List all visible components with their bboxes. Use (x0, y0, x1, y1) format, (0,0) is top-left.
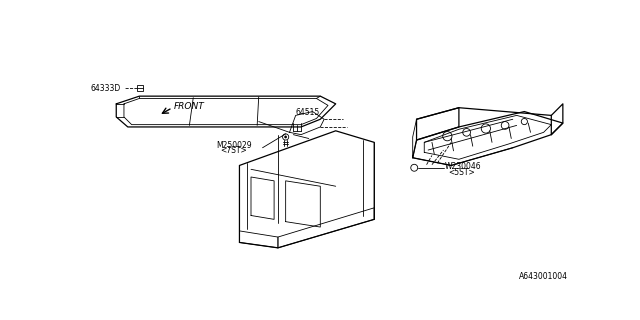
Bar (137, 85, 143, 91)
Circle shape (285, 136, 287, 138)
Text: M250029: M250029 (216, 141, 252, 150)
Text: W230046: W230046 (445, 162, 482, 171)
Text: <7ST>: <7ST> (220, 147, 247, 156)
Text: <5ST>: <5ST> (448, 168, 475, 177)
Text: A643001004: A643001004 (519, 272, 568, 281)
Text: 64515: 64515 (296, 108, 320, 117)
Text: FRONT: FRONT (174, 102, 205, 111)
Text: 64333D: 64333D (91, 84, 121, 93)
